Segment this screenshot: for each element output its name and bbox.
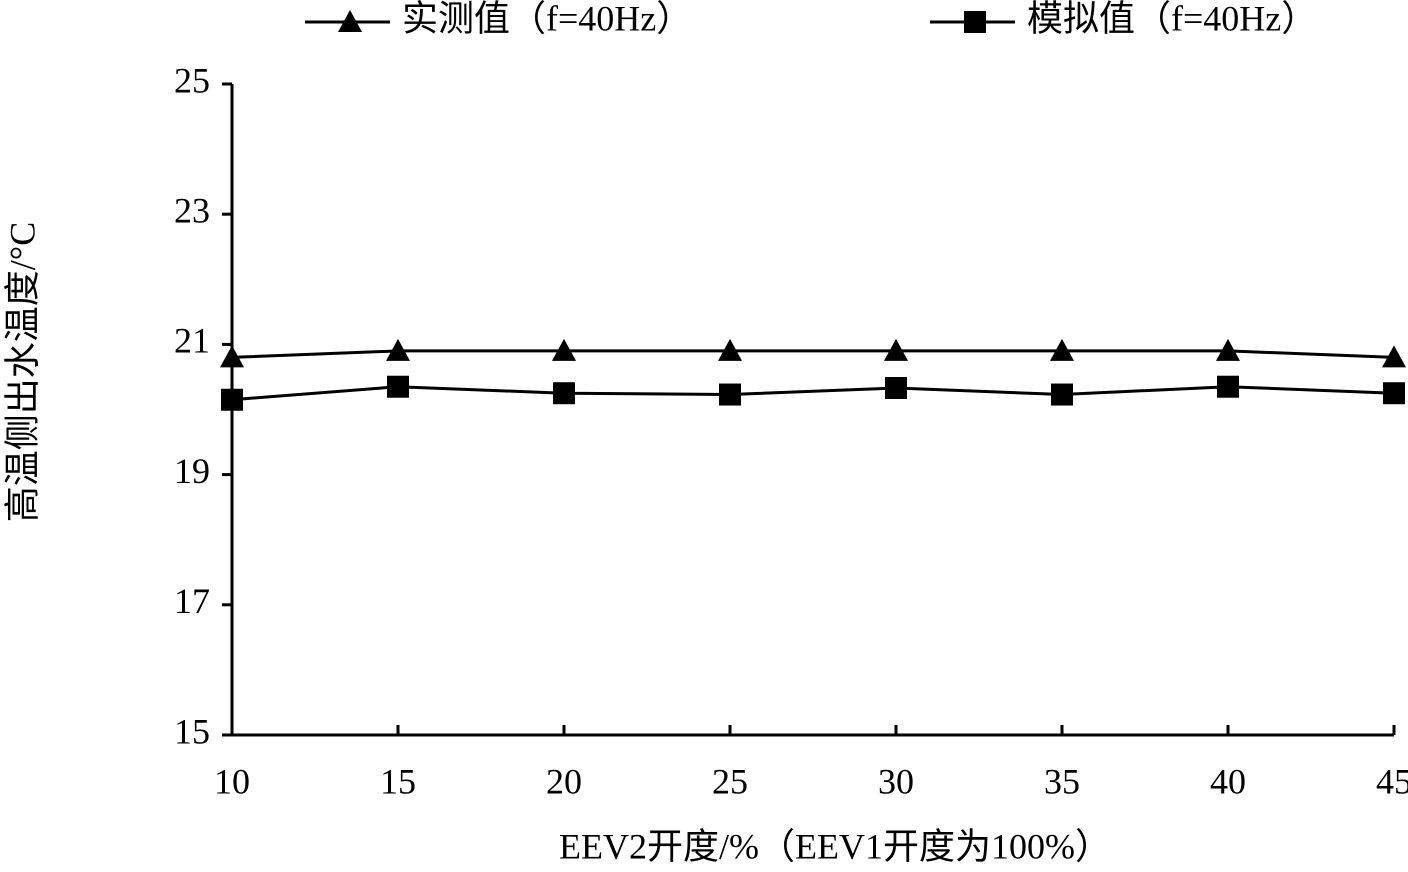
y-tick-label: 25 <box>174 60 210 100</box>
x-tick-label: 35 <box>1044 761 1080 801</box>
marker-triangle <box>884 338 908 361</box>
x-tick-label: 10 <box>214 761 250 801</box>
marker-square <box>387 375 409 398</box>
y-tick-label: 15 <box>174 711 210 751</box>
marker-square <box>719 383 741 406</box>
y-tick-label: 21 <box>174 321 210 361</box>
x-tick-label: 40 <box>1210 761 1246 801</box>
marker-square <box>964 11 986 33</box>
marker-square <box>221 388 243 411</box>
y-tick-label: 23 <box>174 190 210 230</box>
x-tick-label: 20 <box>546 761 582 801</box>
x-tick-label: 15 <box>380 761 416 801</box>
x-tick-label: 25 <box>712 761 748 801</box>
marker-square <box>885 377 907 400</box>
marker-square <box>1217 375 1239 398</box>
marker-square <box>1383 382 1405 405</box>
marker-triangle <box>220 345 244 368</box>
marker-square <box>553 382 575 405</box>
y-tick-label: 17 <box>174 581 210 621</box>
x-tick-label: 30 <box>878 761 914 801</box>
series-line <box>231 349 1395 359</box>
marker-square <box>1051 383 1073 406</box>
x-tick-label: 45 <box>1376 761 1408 801</box>
x-axis-label: EEV2开度/%（EEV1开度为100%） <box>559 826 1111 866</box>
marker-triangle <box>1216 338 1240 361</box>
marker-triangle <box>718 338 742 361</box>
y-axis-label: 高温侧出水温度/°C <box>2 222 42 522</box>
legend-label: 模拟值（f=40Hz） <box>1027 0 1317 38</box>
y-tick-label: 19 <box>174 451 210 491</box>
marker-triangle <box>552 338 576 361</box>
marker-triangle <box>338 10 362 32</box>
marker-triangle <box>1382 345 1406 368</box>
legend-label: 实测值（f=40Hz） <box>402 0 692 38</box>
marker-triangle <box>386 338 410 361</box>
marker-triangle <box>1050 338 1074 361</box>
series-line <box>231 385 1395 402</box>
